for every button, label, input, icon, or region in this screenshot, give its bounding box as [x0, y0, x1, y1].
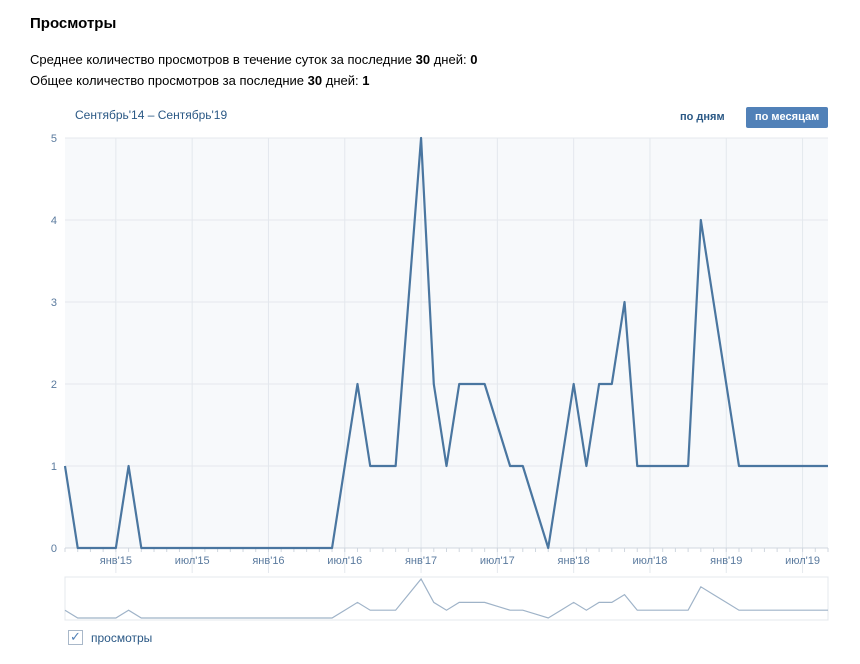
stat-label: Общее количество просмотров за последние	[30, 73, 308, 88]
x-tick-label: янв'15	[100, 555, 132, 567]
stat-days: 30	[307, 73, 323, 88]
stat-label: дней:	[322, 73, 363, 88]
x-tick-label: июл'18	[633, 555, 668, 567]
legend-item[interactable]: ✓ просмотры	[68, 630, 152, 645]
y-tick-label: 5	[51, 133, 57, 145]
navigator-line	[64, 577, 828, 619]
x-tick-label: июл'17	[480, 555, 515, 567]
y-tick-label: 1	[51, 461, 57, 473]
stat-value: 1	[362, 73, 370, 88]
avg-views-stat: Среднее количество просмотров в течение …	[30, 52, 477, 67]
y-tick-label: 4	[51, 215, 57, 227]
x-tick-label: июл'19	[785, 555, 820, 567]
stat-label: Среднее количество просмотров в течение …	[30, 52, 416, 67]
by-days-button[interactable]: по дням	[680, 111, 725, 123]
date-range-link[interactable]: Сентябрь'14 – Сентябрь'19	[75, 108, 228, 122]
x-tick-label: янв'17	[405, 555, 437, 567]
x-tick-label: июл'15	[175, 555, 210, 567]
by-months-button[interactable]: по месяцам	[746, 107, 829, 128]
total-views-stat: Общее количество просмотров за последние…	[30, 73, 369, 88]
stat-days: 30	[415, 52, 431, 67]
navigator	[64, 576, 829, 621]
x-tick-label: янв'18	[558, 555, 590, 567]
y-tick-label: 2	[51, 379, 57, 391]
x-tick-label: янв'19	[710, 555, 742, 567]
stat-label: дней:	[430, 52, 471, 67]
x-tick-label: июл'16	[327, 555, 362, 567]
page-title: Просмотры	[30, 15, 117, 32]
legend-label: просмотры	[91, 630, 153, 645]
plot-area	[65, 138, 828, 548]
x-tick-label: янв'16	[252, 555, 284, 567]
y-tick-label: 0	[51, 543, 57, 555]
checkbox-checked-icon[interactable]: ✓	[68, 630, 83, 645]
y-tick-label: 3	[51, 297, 57, 309]
stat-value: 0	[470, 52, 478, 67]
